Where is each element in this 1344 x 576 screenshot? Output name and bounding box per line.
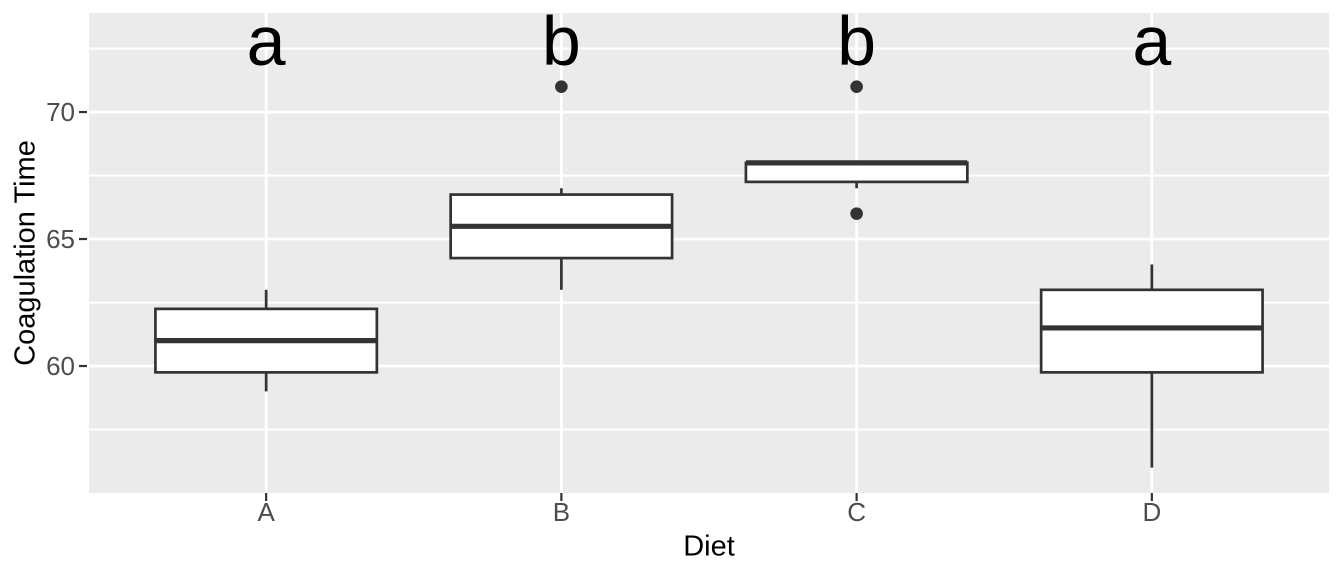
x-tick-label: D	[1142, 497, 1161, 527]
x-tick-label: B	[553, 497, 570, 527]
significance-letter: b	[837, 2, 876, 80]
box-rect	[744, 161, 969, 184]
box-rect	[1039, 288, 1264, 374]
x-tick-label: A	[257, 497, 275, 527]
y-tick-label: 60	[46, 351, 75, 381]
significance-letter: b	[542, 2, 581, 80]
y-tick-label: 70	[46, 97, 75, 127]
outlier-point	[555, 80, 568, 93]
boxplot-group-b	[449, 80, 674, 290]
significance-letter: a	[247, 2, 286, 80]
y-axis-title: Coagulation Time	[9, 140, 42, 366]
boxplot-group-c	[744, 80, 969, 220]
x-tick-label: C	[847, 497, 866, 527]
boxplot-group-a	[154, 289, 379, 392]
panel-background	[89, 13, 1329, 493]
outlier-point	[850, 207, 863, 220]
x-axis-title: Diet	[683, 530, 735, 563]
outlier-point	[850, 80, 863, 93]
significance-letter: a	[1132, 2, 1171, 80]
boxplot-group-d	[1039, 264, 1264, 468]
y-tick-label: 65	[46, 224, 75, 254]
